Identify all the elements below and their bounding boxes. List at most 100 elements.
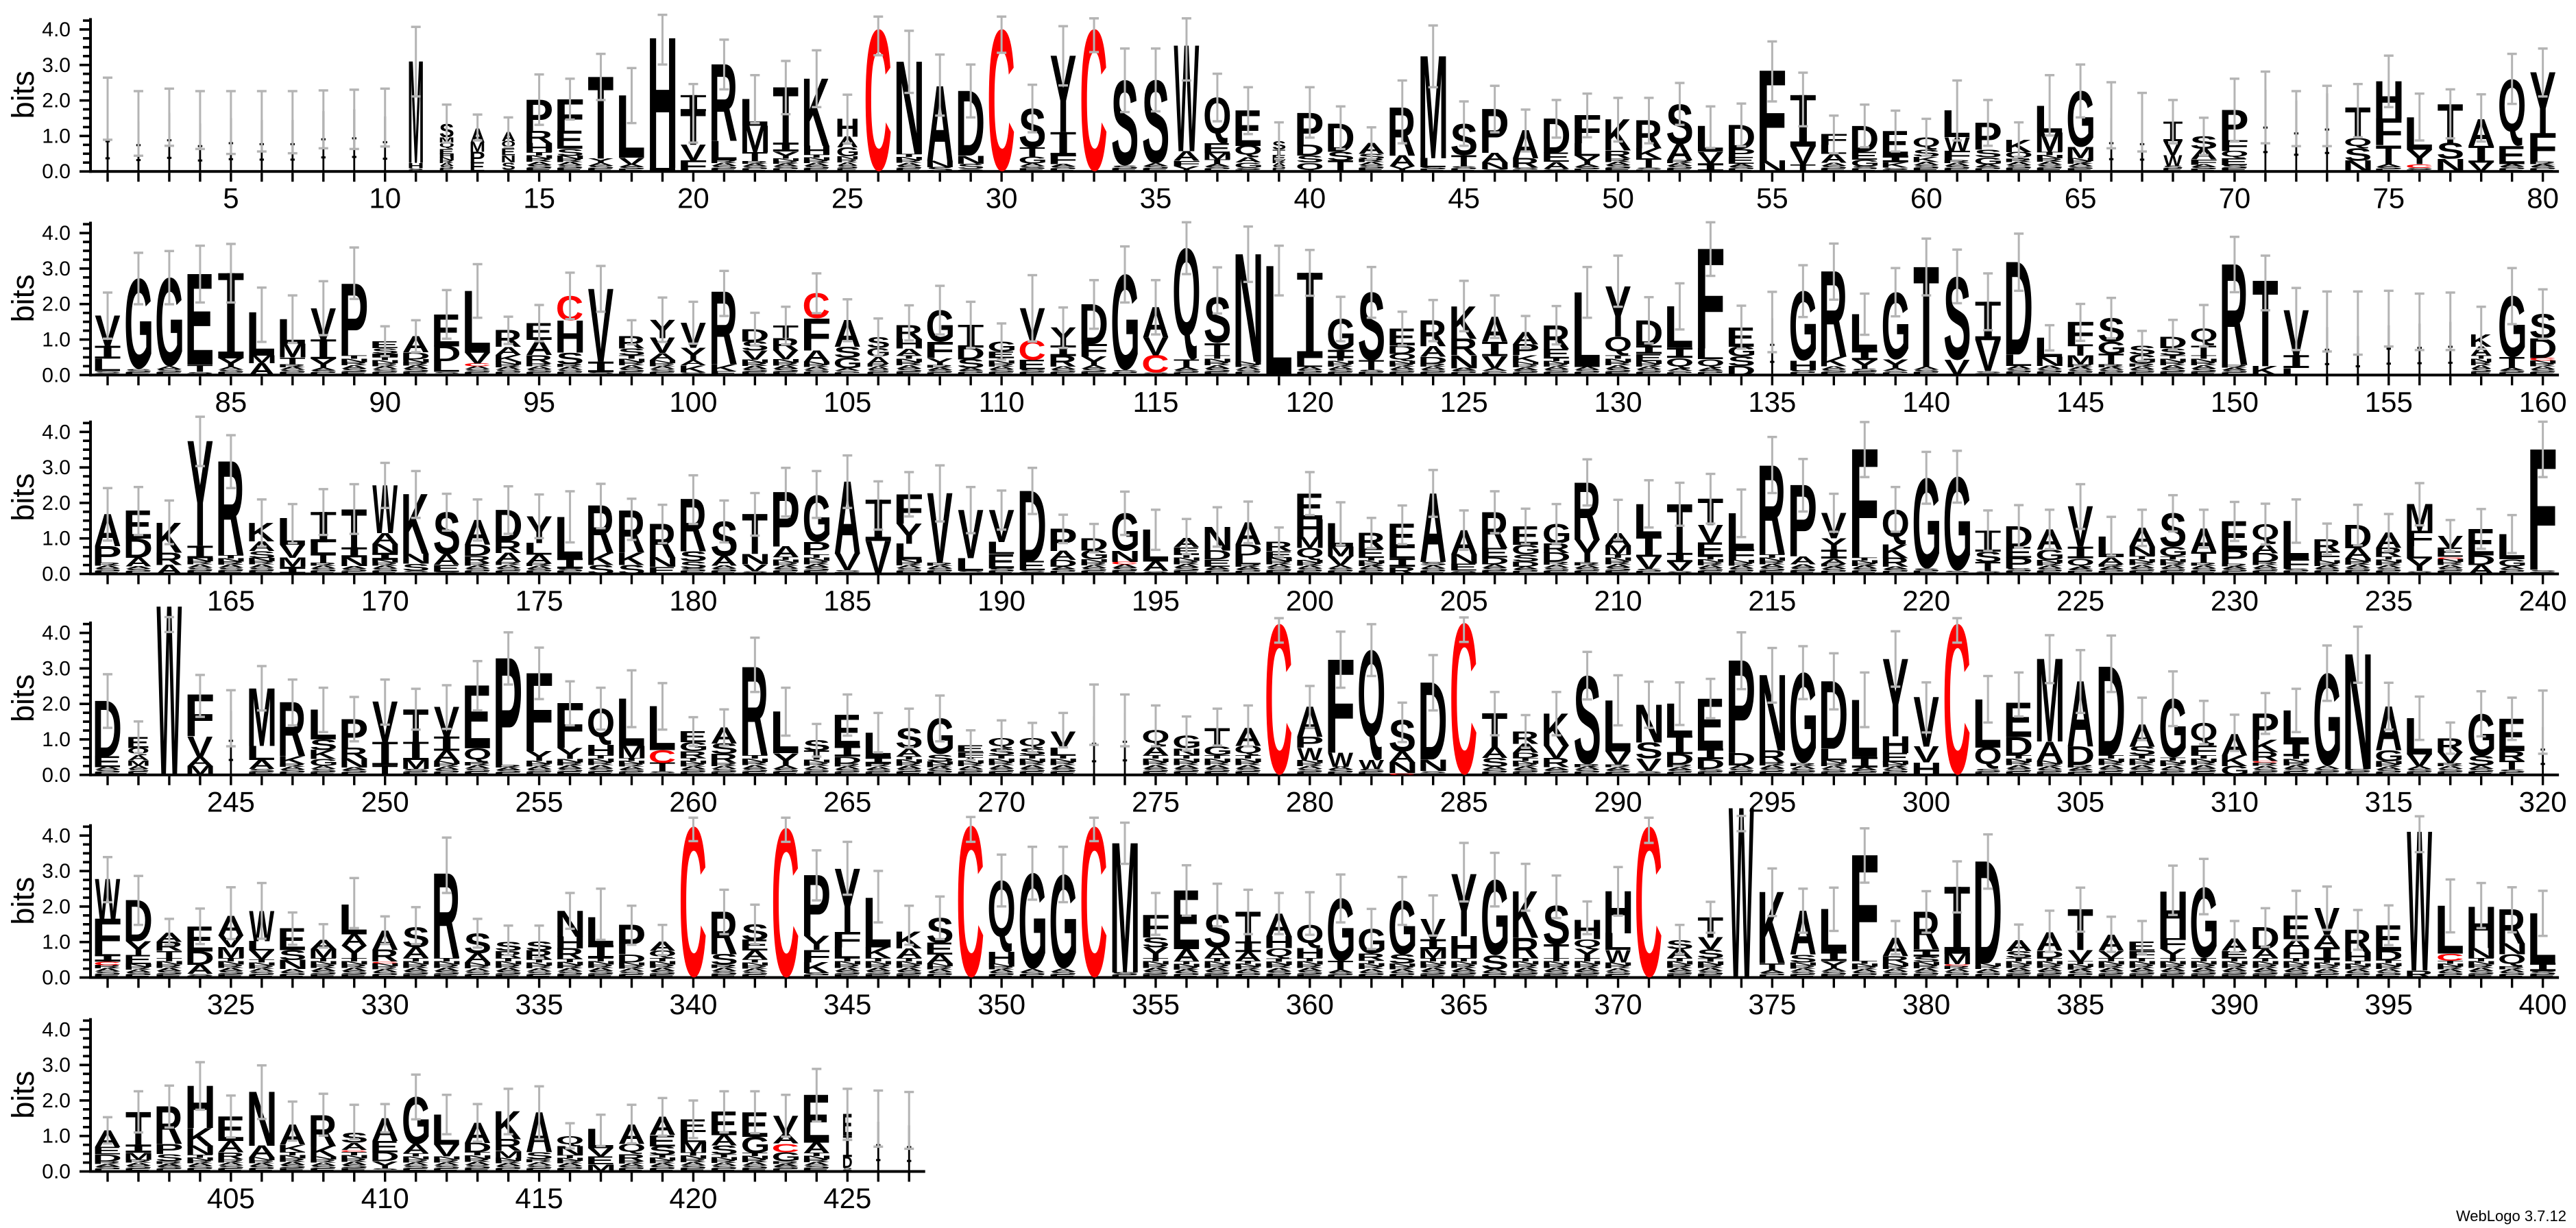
svg-text:S: S: [1389, 369, 1417, 373]
svg-text:T: T: [280, 355, 306, 367]
svg-text:385: 385: [2056, 988, 2104, 1020]
svg-text:S: S: [1635, 167, 1663, 170]
svg-text:T: T: [618, 354, 644, 360]
svg-text:T: T: [341, 354, 367, 360]
svg-text:R: R: [524, 363, 552, 367]
svg-text:S: S: [1974, 147, 2002, 160]
svg-text:S: S: [1173, 369, 1201, 373]
svg-text:E: E: [184, 373, 214, 376]
svg-text:E: E: [469, 160, 485, 174]
svg-text:310: 310: [2211, 785, 2259, 818]
svg-text:A: A: [1820, 162, 1847, 167]
svg-text:55: 55: [1756, 182, 1788, 214]
svg-text:R: R: [1418, 363, 1446, 368]
svg-text:S: S: [156, 369, 184, 373]
svg-text:E: E: [1664, 168, 1694, 173]
svg-text:R: R: [1603, 158, 1631, 163]
svg-text:S: S: [1851, 166, 1879, 170]
svg-text:V: V: [681, 140, 706, 166]
svg-text:S: S: [1142, 372, 1170, 374]
svg-text:4.0: 4.0: [42, 824, 71, 847]
svg-text:E: E: [1910, 167, 1940, 173]
svg-text:130: 130: [1594, 386, 1642, 418]
svg-text:E: E: [1232, 371, 1262, 376]
svg-text:225: 225: [2056, 585, 2104, 617]
svg-text:S: S: [772, 368, 800, 373]
svg-text:R: R: [801, 160, 830, 164]
svg-text:E: E: [1510, 372, 1540, 376]
svg-text:S: S: [1481, 169, 1509, 171]
svg-text:S: S: [618, 367, 646, 373]
svg-text:N: N: [2435, 156, 2466, 175]
svg-text:S: S: [1604, 164, 1632, 169]
svg-text:120: 120: [1286, 386, 1334, 418]
svg-text:E: E: [1541, 150, 1570, 164]
svg-text:N: N: [493, 361, 524, 366]
svg-text:135: 135: [1748, 386, 1796, 418]
svg-text:400: 400: [2519, 988, 2567, 1020]
svg-text:F: F: [801, 308, 831, 360]
svg-text:K: K: [493, 1103, 521, 1149]
svg-text:A: A: [372, 365, 399, 370]
svg-text:180: 180: [669, 585, 717, 617]
svg-text:A: A: [1450, 367, 1478, 371]
svg-text:S: S: [1450, 370, 1478, 374]
svg-text:E: E: [277, 371, 306, 376]
svg-text:A: A: [341, 365, 368, 370]
svg-text:E: E: [1140, 168, 1169, 173]
svg-text:S: S: [926, 166, 954, 173]
svg-text:A: A: [1235, 156, 1262, 164]
svg-text:S: S: [1080, 367, 1108, 373]
svg-text:E: E: [1387, 371, 1416, 376]
svg-text:335: 335: [515, 988, 563, 1020]
svg-text:L: L: [1571, 139, 1601, 160]
svg-text:L: L: [92, 356, 121, 376]
svg-text:N: N: [1232, 360, 1263, 365]
svg-text:S: S: [895, 165, 923, 170]
svg-text:S: S: [834, 371, 862, 373]
svg-text:E: E: [2065, 168, 2094, 173]
svg-text:250: 250: [361, 785, 409, 818]
svg-text:T: T: [1451, 151, 1477, 170]
svg-text:320: 320: [2519, 785, 2567, 818]
svg-text:R: R: [616, 361, 645, 367]
svg-text:A: A: [803, 347, 830, 365]
svg-text:E: E: [2219, 156, 2248, 167]
svg-text:A: A: [1943, 162, 1971, 167]
svg-text:bits: bits: [5, 274, 40, 322]
svg-text:G: G: [1851, 158, 1880, 169]
svg-text:0.0: 0.0: [42, 967, 71, 990]
svg-text:N: N: [894, 156, 925, 161]
svg-text:A: A: [217, 367, 245, 371]
svg-text:S: S: [2498, 166, 2526, 170]
svg-text:T: T: [2376, 140, 2402, 171]
svg-text:E: E: [1171, 372, 1200, 376]
svg-text:A: A: [495, 366, 522, 371]
svg-text:A: A: [618, 365, 646, 370]
svg-text:A: A: [1358, 161, 1385, 167]
svg-text:160: 160: [2519, 386, 2567, 418]
svg-text:230: 230: [2211, 585, 2259, 617]
svg-text:A: A: [1173, 367, 1200, 371]
svg-text:R: R: [555, 158, 583, 163]
svg-text:T: T: [803, 154, 829, 159]
svg-text:35: 35: [1140, 182, 1172, 214]
svg-text:A: A: [1080, 365, 1108, 370]
svg-text:425: 425: [823, 1182, 871, 1214]
svg-text:R: R: [555, 363, 583, 368]
svg-text:Y: Y: [773, 149, 799, 161]
svg-text:G: G: [1973, 155, 2003, 167]
svg-text:A: A: [895, 365, 923, 370]
svg-text:E: E: [1109, 372, 1139, 376]
svg-text:A: A: [711, 162, 738, 167]
svg-text:50: 50: [1602, 182, 1634, 214]
svg-text:S: S: [803, 165, 831, 170]
svg-text:S: S: [186, 371, 215, 373]
svg-text:R: R: [2004, 158, 2032, 163]
svg-text:330: 330: [361, 988, 409, 1020]
svg-text:15: 15: [523, 182, 555, 214]
svg-text:A: A: [1049, 366, 1077, 371]
svg-text:D: D: [1387, 343, 1416, 356]
svg-text:110: 110: [979, 386, 1025, 418]
svg-text:T: T: [2037, 151, 2063, 156]
